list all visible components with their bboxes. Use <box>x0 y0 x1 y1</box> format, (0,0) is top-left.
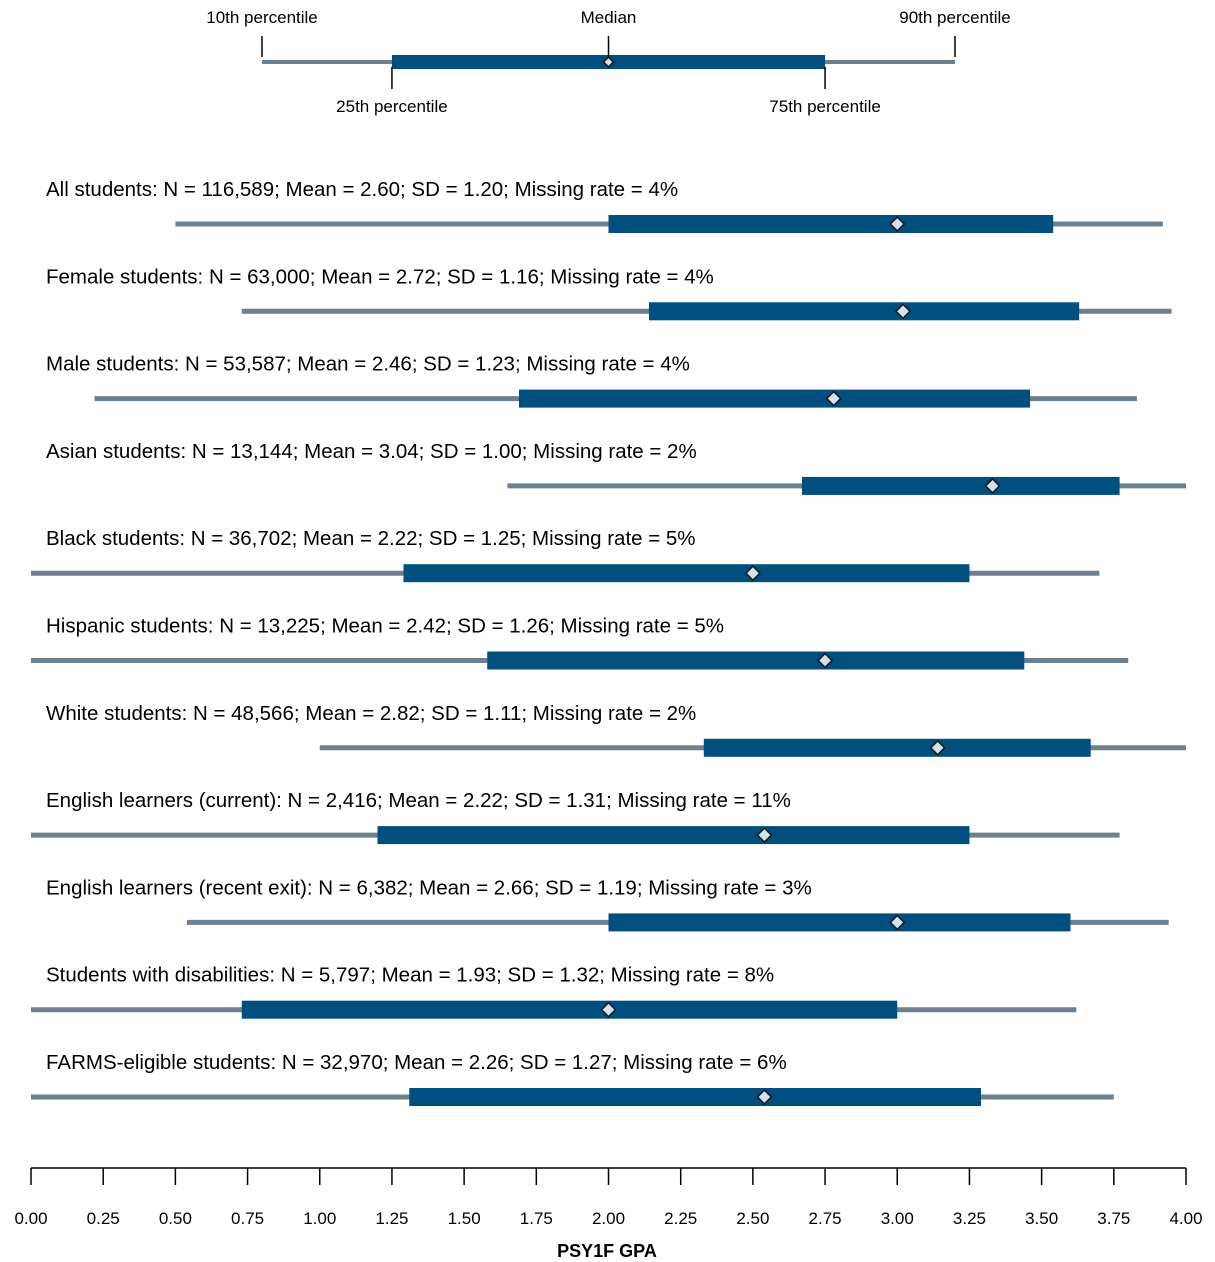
group-label: White students: N = 48,566; Mean = 2.82;… <box>46 702 696 725</box>
group-label: Hispanic students: N = 13,225; Mean = 2.… <box>46 615 724 638</box>
x-tick-label: 1.50 <box>448 1209 481 1228</box>
group-row: Female students: N = 63,000; Mean = 2.72… <box>46 265 1172 321</box>
group-label: Male students: N = 53,587; Mean = 2.46; … <box>46 353 690 376</box>
iqr-box <box>409 1088 981 1106</box>
median-marker <box>825 390 842 407</box>
x-tick-label: 3.75 <box>1097 1209 1130 1228</box>
median-marker <box>889 215 906 233</box>
x-axis-label: PSY1F GPA <box>557 1241 657 1261</box>
x-tick-label: 3.00 <box>881 1209 914 1228</box>
group-row: Black students: N = 36,702; Mean = 2.22;… <box>31 527 1100 583</box>
median-marker <box>816 652 834 669</box>
median-marker <box>600 1001 617 1018</box>
median-marker <box>889 914 906 931</box>
legend-label-p90: 90th percentile <box>899 8 1011 27</box>
iqr-box <box>518 389 1031 408</box>
group-label: Students with disabilities: N = 5,797; M… <box>46 964 774 987</box>
group-row: White students: N = 48,566; Mean = 2.82;… <box>46 702 1186 757</box>
group-row: FARMS-eligible students: N = 32,970; Mea… <box>31 1051 1114 1106</box>
legend-label-p10: 10th percentile <box>206 8 318 27</box>
median-marker <box>756 1088 773 1106</box>
x-tick-label: 0.25 <box>87 1209 120 1228</box>
x-tick-label: 1.25 <box>375 1209 408 1228</box>
legend-label-p75: 75th percentile <box>769 97 881 116</box>
group-row: English learners (recent exit): N = 6,38… <box>46 876 1169 932</box>
iqr-box <box>703 738 1091 757</box>
x-tick-label: 0.75 <box>231 1209 264 1228</box>
x-tick-label: 0.50 <box>159 1209 192 1228</box>
group-rows: All students: N = 116,589; Mean = 2.60; … <box>31 178 1186 1106</box>
iqr-box <box>403 564 970 583</box>
x-tick-label: 0.00 <box>14 1209 47 1228</box>
iqr-box <box>608 913 1071 932</box>
iqr-box <box>377 826 970 845</box>
group-row: Male students: N = 53,587; Mean = 2.46; … <box>46 353 1137 408</box>
x-tick-label: 1.00 <box>303 1209 336 1228</box>
median-marker <box>984 477 1001 495</box>
x-tick-label: 3.25 <box>953 1209 986 1228</box>
iqr-box <box>487 651 1025 670</box>
group-row: Hispanic students: N = 13,225; Mean = 2.… <box>31 615 1129 670</box>
legend-label-median: Median <box>581 8 637 27</box>
x-tick-label: 2.25 <box>664 1209 697 1228</box>
group-row: English learners (current): N = 2,416; M… <box>31 789 1120 845</box>
iqr-box <box>648 302 1080 321</box>
percentile-legend: 10th percentile Median 90th percentile 25th… <box>206 8 1011 116</box>
group-label: English learners (current): N = 2,416; M… <box>46 789 791 812</box>
group-label: Asian students: N = 13,144; Mean = 3.04;… <box>46 440 697 463</box>
x-axis: 0.00 0.25 0.50 0.75 1.00 1.25 1.50 1.75 2.00 2.25… <box>14 1167 1203 1228</box>
iqr-box <box>241 1000 898 1019</box>
median-marker <box>894 303 912 320</box>
legend-median-marker <box>602 55 615 69</box>
group-label: Female students: N = 63,000; Mean = 2.72… <box>46 265 714 288</box>
group-row: Asian students: N = 13,144; Mean = 3.04;… <box>46 440 1186 495</box>
x-tick-label: 1.75 <box>520 1209 553 1228</box>
median-marker <box>744 565 762 582</box>
group-label: English learners (recent exit): N = 6,38… <box>46 876 812 899</box>
x-tick-label: 2.75 <box>809 1209 842 1228</box>
legend-label-p25: 25th percentile <box>336 97 448 116</box>
group-label: All students: N = 116,589; Mean = 2.60; … <box>46 178 678 201</box>
group-label: Black students: N = 36,702; Mean = 2.22;… <box>46 527 696 550</box>
x-tick-label: 2.50 <box>736 1209 769 1228</box>
group-row: All students: N = 116,589; Mean = 2.60; … <box>46 178 1163 233</box>
median-marker <box>756 826 773 844</box>
group-row: Students with disabilities: N = 5,797; M… <box>31 964 1077 1019</box>
x-tick-label: 3.50 <box>1025 1209 1058 1228</box>
iqr-box <box>801 476 1120 495</box>
iqr-box <box>608 215 1054 233</box>
x-tick-label: 4.00 <box>1169 1209 1202 1228</box>
x-tick-label: 2.00 <box>592 1209 625 1228</box>
group-label: FARMS-eligible students: N = 32,970; Mea… <box>46 1051 787 1074</box>
median-marker <box>929 739 946 756</box>
